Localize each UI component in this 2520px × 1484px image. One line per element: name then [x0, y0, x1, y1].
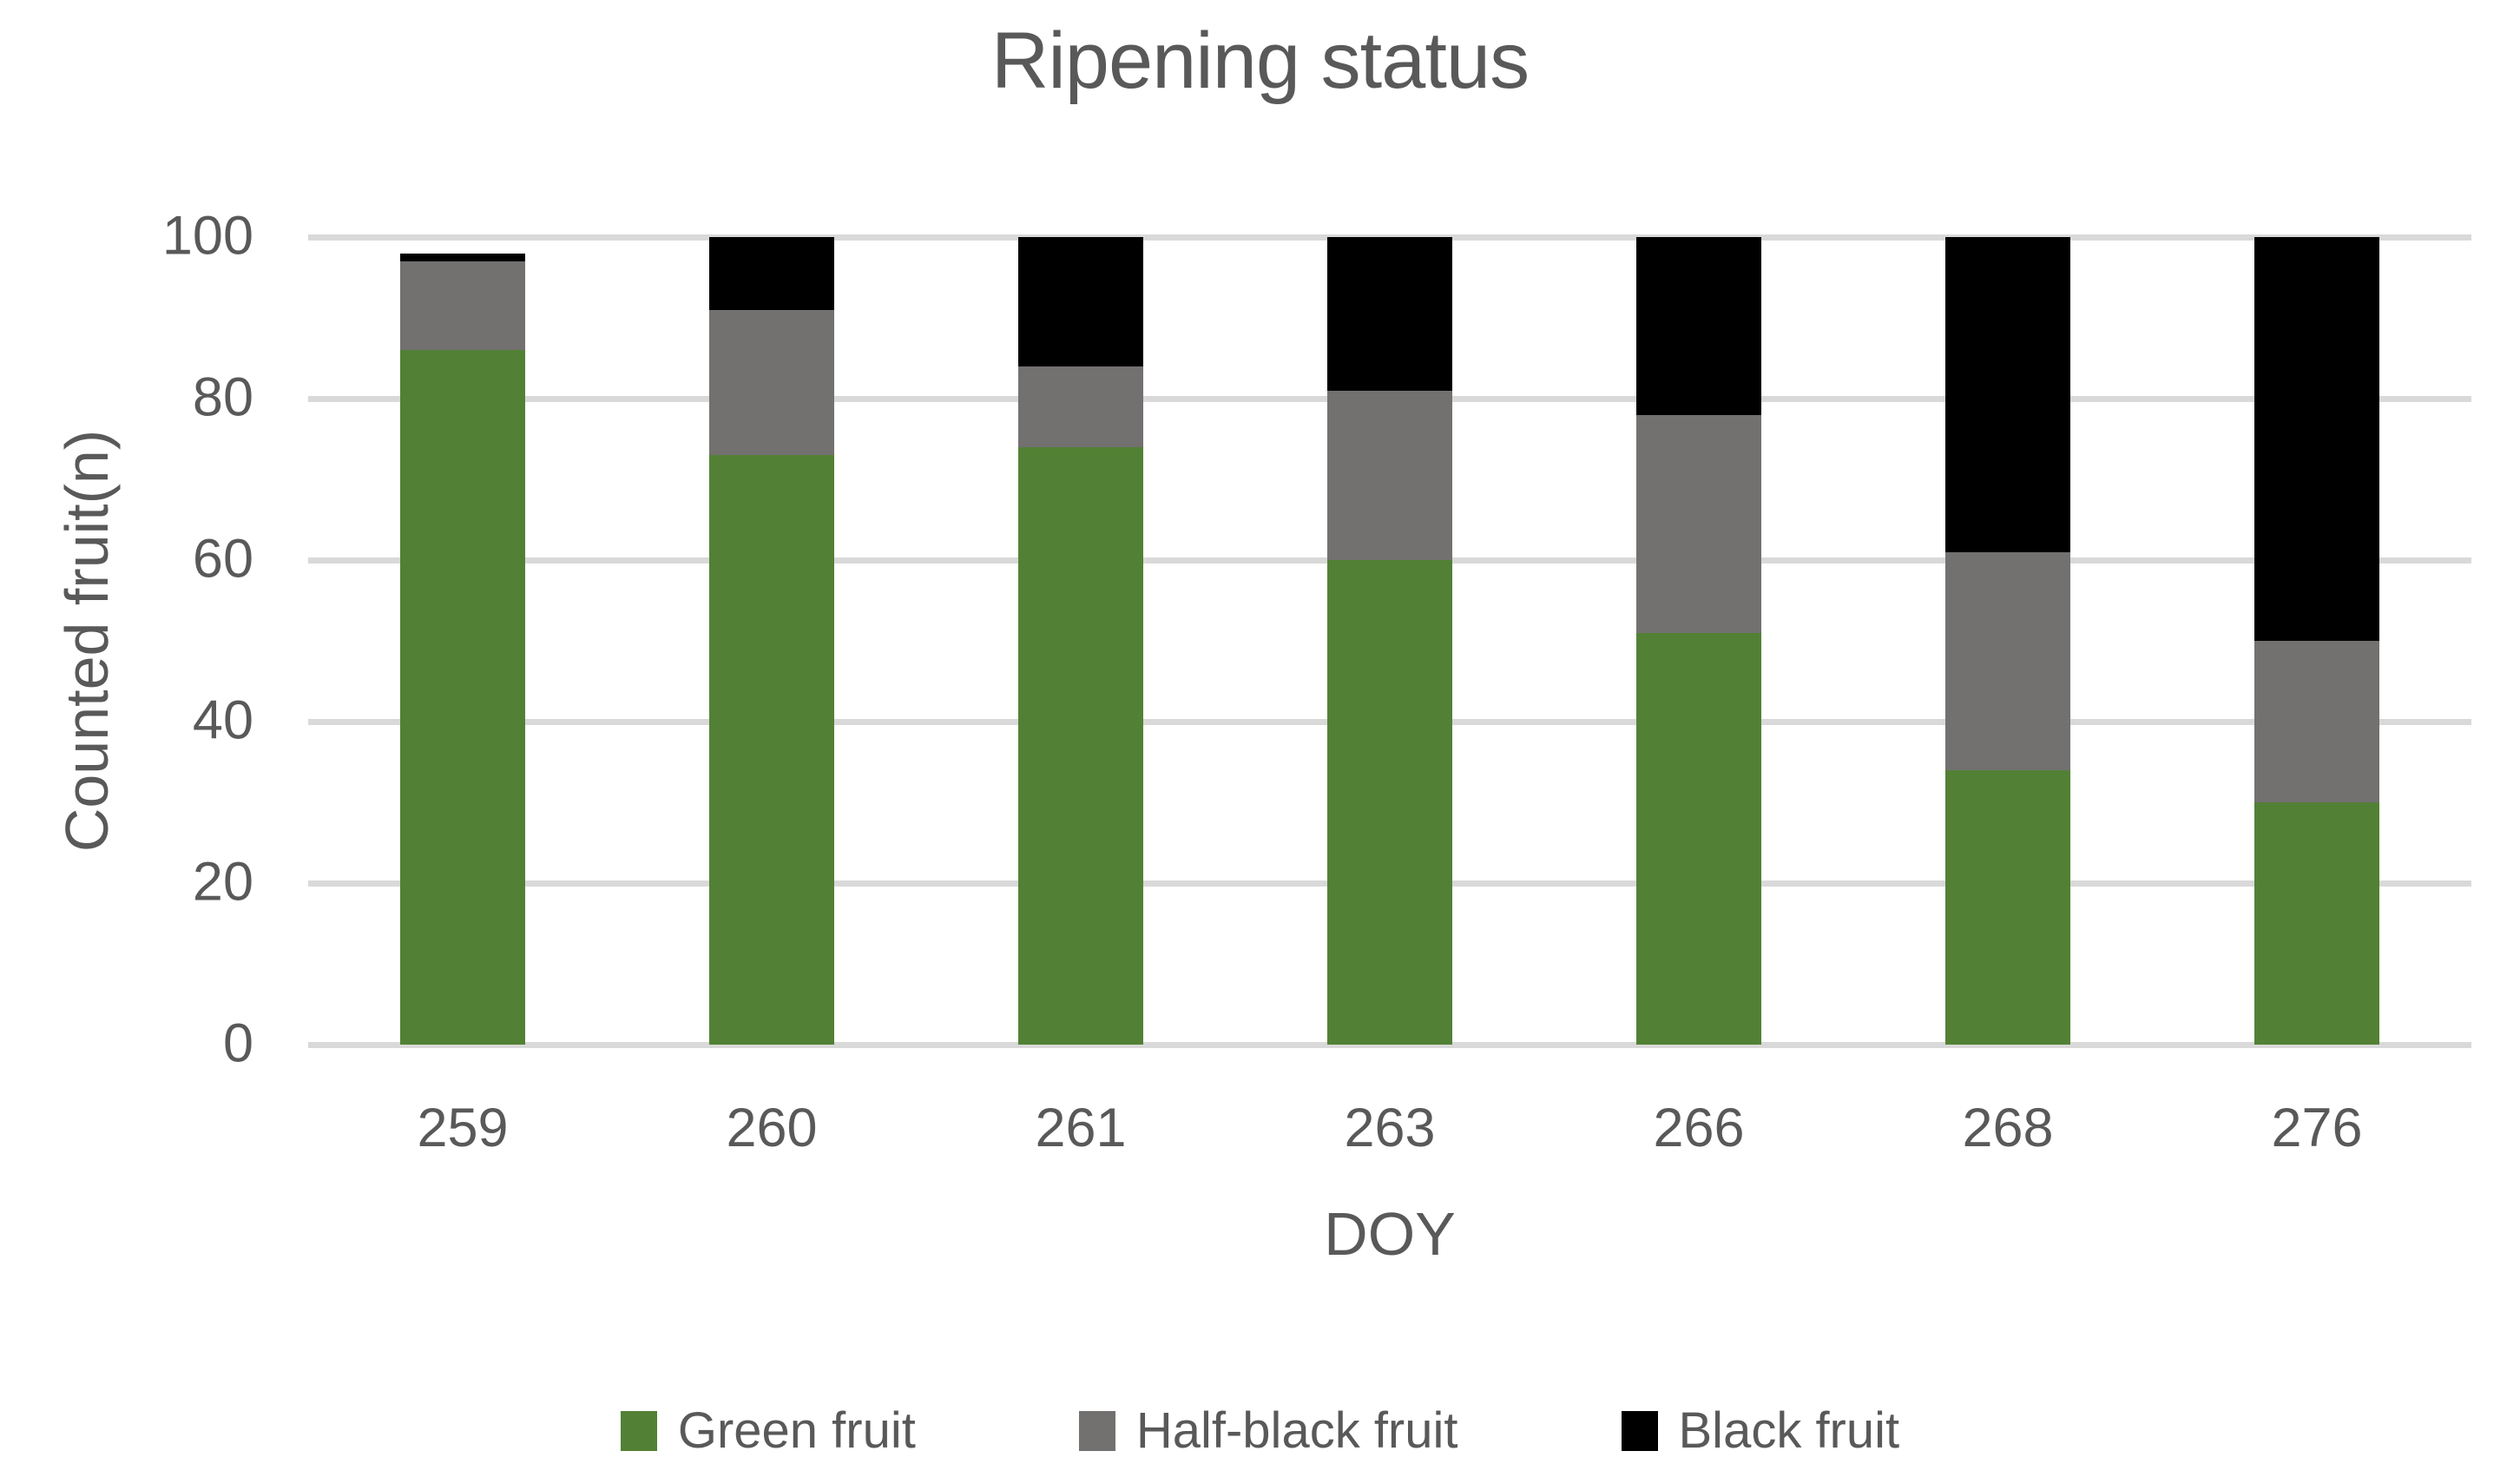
bar-266-half-black-fruit	[1636, 414, 1761, 633]
chart-title: Ripening status	[990, 16, 1530, 105]
gridline-y0	[308, 1041, 2471, 1048]
bar-276-black-fruit	[2254, 237, 2379, 641]
y-tick-label: 40	[192, 689, 253, 751]
bar-263-black-fruit	[1327, 237, 1452, 391]
bar-261-black-fruit	[1018, 237, 1143, 366]
bar-260-half-black-fruit	[709, 309, 834, 456]
bar-263-green-fruit	[1327, 560, 1452, 1045]
bar-266-black-fruit	[1636, 237, 1761, 415]
bar-260-green-fruit	[709, 455, 834, 1045]
x-tick-label: 259	[417, 1098, 509, 1158]
x-tick-label: 268	[1962, 1098, 2054, 1158]
legend-item-green-fruit: Green fruit	[620, 1402, 916, 1460]
bar-268-green-fruit	[1945, 769, 2070, 1045]
legend-swatch	[620, 1410, 657, 1451]
legend: Green fruit Half-black fruit Black fruit	[0, 1402, 2520, 1460]
y-tick-label: 20	[192, 851, 253, 913]
bar-276-green-fruit	[2254, 802, 2379, 1045]
bar-266-green-fruit	[1636, 632, 1761, 1045]
y-tick-label: 100	[161, 205, 253, 267]
y-tick-label: 80	[192, 366, 253, 428]
bar-276-half-black-fruit	[2254, 641, 2379, 802]
legend-item-half-black-fruit: Half-black fruit	[1078, 1402, 1458, 1460]
bar-268-half-black-fruit	[1945, 551, 2070, 770]
y-tick-label: 60	[192, 528, 253, 590]
legend-label: Black fruit	[1678, 1402, 1900, 1459]
x-tick-label: 260	[726, 1098, 818, 1158]
legend-label: Half-black fruit	[1135, 1402, 1458, 1459]
x-tick-label: 261	[1035, 1098, 1127, 1158]
legend-swatch	[1621, 1410, 1658, 1451]
bar-261-green-fruit	[1018, 446, 1143, 1045]
bar-259-black-fruit	[400, 253, 525, 261]
legend-swatch	[1078, 1410, 1115, 1451]
x-tick-label: 266	[1653, 1098, 1745, 1158]
bar-259-half-black-fruit	[400, 261, 525, 351]
bar-263-half-black-fruit	[1327, 390, 1452, 560]
x-axis-title: DOY	[1324, 1200, 1456, 1268]
x-tick-label: 263	[1344, 1098, 1436, 1158]
bar-260-black-fruit	[709, 237, 834, 310]
y-axis-title: Counted fruit(n)	[53, 429, 121, 853]
legend-label: Green fruit	[677, 1402, 916, 1459]
legend-item-black-fruit: Black fruit	[1621, 1402, 1900, 1460]
y-tick-label: 0	[222, 1012, 253, 1074]
bar-261-half-black-fruit	[1018, 366, 1143, 447]
bar-268-black-fruit	[1945, 237, 2070, 552]
bar-259-green-fruit	[400, 350, 525, 1045]
x-tick-label: 276	[2271, 1098, 2363, 1158]
